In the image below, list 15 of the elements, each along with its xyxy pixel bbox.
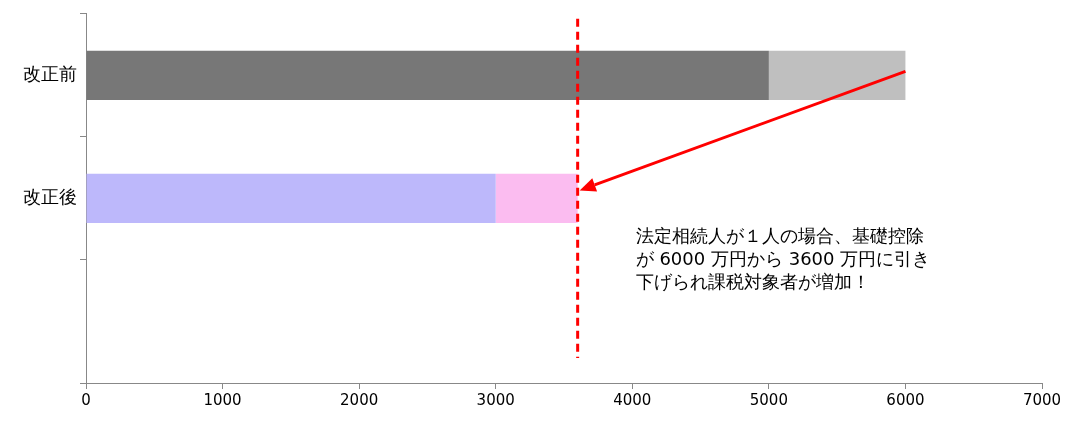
- x-tick-label: 7000: [1022, 390, 1062, 409]
- y-tick-label: 改正前: [23, 63, 77, 85]
- bar: [495, 173, 578, 224]
- bar: [86, 50, 769, 100]
- y-tick-label: 改正後: [23, 186, 77, 208]
- x-tick-label: 0: [81, 390, 91, 409]
- x-tick-label: 6000: [886, 390, 925, 409]
- x-tick-label: 5000: [749, 390, 788, 409]
- x-tick-label: 4000: [613, 390, 652, 409]
- x-tick-label: 3000: [476, 390, 515, 409]
- bar: [86, 173, 496, 224]
- x-tick-label: 1000: [203, 390, 242, 409]
- annotation: 法定相続人が１人の場合、基礎控除が 6000 万円から 3600 万円に引き下げられ課税対象者が増加！: [635, 224, 931, 292]
- bar: [768, 50, 906, 100]
- x-tick-label: 2000: [340, 390, 379, 409]
